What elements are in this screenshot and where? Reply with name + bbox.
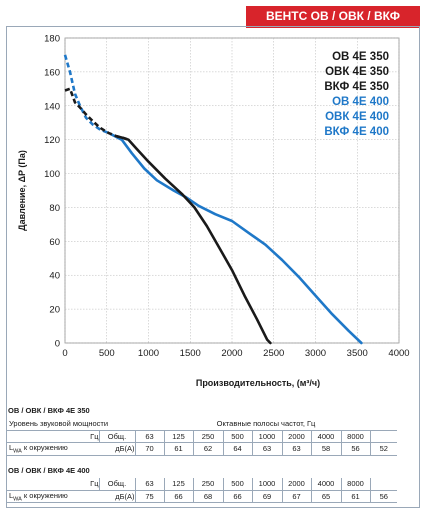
- legend-entry: ОВ 4Е 350: [332, 51, 389, 63]
- sound-level-label: Уровень звуковой мощности: [7, 418, 135, 431]
- freq-cell: 125: [163, 478, 193, 491]
- x-axis-label: Производительность, (м³/ч): [196, 378, 320, 388]
- empty-cell: [369, 478, 397, 491]
- plot-area: [64, 37, 400, 344]
- value-cell: 56: [340, 442, 370, 456]
- value-cell: 65: [310, 490, 341, 503]
- y-tick-label: 60: [49, 237, 60, 248]
- x-tick-label: 3000: [305, 348, 326, 359]
- total-label: Общ.: [98, 478, 135, 491]
- header-rule: [246, 26, 420, 28]
- value-cell: 64: [222, 442, 252, 456]
- freq-cell: 2000: [281, 478, 311, 491]
- y-tick-label: 100: [44, 169, 60, 180]
- value-cell: 66: [163, 490, 193, 503]
- y-tick-label: 140: [44, 101, 60, 112]
- freq-cell: 500: [222, 430, 252, 443]
- series-badge: ВЕНТС ОВ / ОВК / ВКФ: [246, 6, 420, 26]
- x-tick-label: 2000: [221, 348, 242, 359]
- unit-label: дБ(A): [99, 442, 135, 456]
- y-tick-label: 180: [44, 34, 60, 45]
- value-cell: 66: [222, 490, 252, 503]
- value-cell: 67: [281, 490, 311, 503]
- sound-table-400: Гц Общ. 63 125 250 500 1000 2000 4000 80…: [7, 478, 397, 503]
- x-tick-label: 3500: [347, 348, 368, 359]
- x-tick-label: 2500: [263, 348, 284, 359]
- value-cell: 61: [340, 490, 370, 503]
- y-axis-label: Давление, ΔP (Па): [17, 150, 27, 231]
- y-tick-label: 20: [49, 305, 60, 316]
- value-cell: 63: [251, 442, 282, 456]
- legend-entry: ВКФ 4Е 400: [324, 126, 389, 138]
- empty-cell: [369, 430, 397, 443]
- freq-cell: 4000: [310, 430, 341, 443]
- freq-cell: 1000: [251, 478, 282, 491]
- value-cell: 69: [251, 490, 282, 503]
- value-cell: 58: [310, 442, 341, 456]
- freq-cell: 250: [192, 478, 223, 491]
- sound-table-350: Уровень звуковой мощности Октавные полос…: [7, 418, 397, 456]
- chart-frame: [6, 26, 420, 508]
- table-title-400: ОВ / ОВК / ВКФ 4Е 400: [8, 466, 90, 475]
- value-cell: 68: [192, 490, 223, 503]
- legend-entry: ОВК 4Е 400: [325, 111, 389, 123]
- x-tick-label: 1000: [138, 348, 159, 359]
- x-tick-label: 0: [62, 348, 67, 359]
- freq-cell: 125: [163, 430, 193, 443]
- series-line: [115, 135, 272, 345]
- value-cell: 52: [369, 442, 397, 456]
- total-value: 70: [134, 442, 164, 456]
- table-title-350: ОВ / ОВК / ВКФ 4Е 350: [8, 406, 90, 415]
- unit-label: дБ(A): [99, 490, 135, 503]
- value-cell: 61: [163, 442, 193, 456]
- performance-chart: 0 500 1000 1500 2000 2500 3000 3500 4000 0 20 40 60 8…: [17, 34, 410, 389]
- y-tick-label: 120: [44, 135, 60, 146]
- y-tick-label: 0: [55, 339, 60, 350]
- lwa-label: LWA к окружению: [7, 442, 99, 456]
- hz-label: Гц: [7, 430, 99, 443]
- x-tick-label: 500: [99, 348, 115, 359]
- hz-label: Гц: [7, 478, 99, 491]
- x-tick-label: 1500: [180, 348, 201, 359]
- total-label: Общ.: [98, 430, 135, 443]
- lwa-label: LWA к окружению: [7, 490, 99, 503]
- value-cell: 56: [369, 490, 397, 503]
- octave-bands-label: Октавные полосы частот, Гц: [135, 418, 397, 431]
- freq-cell: 8000: [340, 430, 370, 443]
- legend-entry: ВКФ 4Е 350: [324, 81, 389, 93]
- x-tick-label: 4000: [388, 348, 409, 359]
- freq-cell: 500: [222, 478, 252, 491]
- freq-cell: 63: [134, 430, 164, 443]
- series-line: [113, 135, 363, 345]
- value-cell: 62: [192, 442, 223, 456]
- freq-cell: 1000: [251, 430, 282, 443]
- freq-cell: 4000: [310, 478, 341, 491]
- freq-cell: 2000: [281, 430, 311, 443]
- freq-cell: 63: [134, 478, 164, 491]
- total-value: 75: [134, 490, 164, 503]
- legend-entry: ОВ 4Е 400: [332, 96, 389, 108]
- y-tick-label: 40: [49, 271, 60, 282]
- value-cell: 63: [281, 442, 311, 456]
- freq-cell: 8000: [340, 478, 370, 491]
- legend-entry: ОВК 4Е 350: [325, 66, 389, 78]
- freq-cell: 250: [192, 430, 223, 443]
- y-tick-label: 80: [49, 203, 60, 214]
- y-tick-label: 160: [44, 67, 60, 78]
